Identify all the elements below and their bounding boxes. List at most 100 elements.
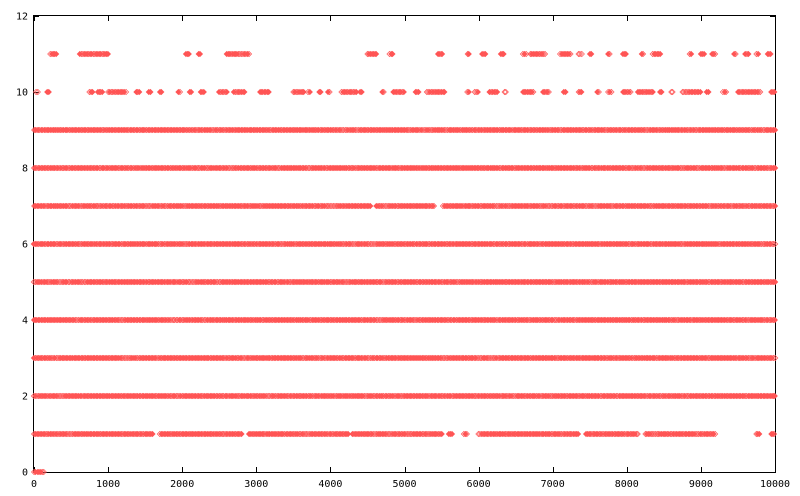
data-point: [771, 316, 778, 324]
data-point: [116, 316, 124, 324]
x-tick-labels: 0 1000 2000 3000 4000 5000 6000 7000 8000 9000 100…: [31, 479, 790, 490]
data-point: [385, 430, 392, 438]
data-point: [324, 88, 332, 96]
y-tick-label: 4: [22, 316, 28, 327]
data-point: [448, 430, 456, 438]
y-tick-label: 12: [16, 12, 28, 23]
data-point: [524, 316, 531, 324]
x-tick-label: 5000: [392, 479, 416, 490]
data-point: [40, 468, 47, 476]
series-level-7: [31, 202, 779, 210]
data-point: [115, 316, 122, 324]
data-point: [488, 354, 496, 362]
data-point: [652, 430, 659, 438]
data-point: [772, 354, 779, 362]
data-point: [756, 430, 763, 438]
x-tick-label: 10000: [760, 479, 790, 490]
data-point: [39, 468, 46, 476]
y-tick-label: 6: [22, 240, 28, 251]
series-level-1: [30, 430, 778, 438]
series-level-11: [47, 50, 774, 58]
x-tick-label: 0: [31, 479, 37, 490]
y-tick-label: 8: [22, 164, 28, 175]
x-tick-label: 4000: [318, 479, 342, 490]
x-tick-label: 3000: [244, 479, 268, 490]
data-point: [376, 316, 383, 324]
x-tick-label: 8000: [615, 479, 639, 490]
y-tick-label: 2: [22, 392, 28, 403]
data-point: [189, 278, 196, 286]
data-point: [263, 392, 270, 400]
data-point: [300, 430, 307, 438]
data-point: [692, 430, 699, 438]
data-point: [649, 430, 656, 438]
y-tick-label: 10: [16, 88, 28, 99]
data-point: [121, 354, 128, 362]
data-point: [438, 430, 445, 438]
data-point: [345, 430, 352, 438]
data-point: [400, 88, 407, 96]
data-point: [552, 354, 559, 362]
data-point: [703, 354, 710, 362]
data-point: [440, 354, 447, 362]
data-points: [30, 50, 779, 476]
y-tick-label: 0: [22, 468, 28, 479]
y-tick-labels: 0 2 4 6 8 10 12: [16, 12, 28, 479]
data-point: [770, 430, 778, 438]
data-point: [712, 430, 719, 438]
data-point: [66, 430, 73, 438]
data-point: [474, 88, 481, 96]
data-point: [441, 354, 448, 362]
data-point: [745, 354, 752, 362]
data-point: [574, 430, 582, 438]
data-point: [606, 88, 613, 96]
series-level-9: [31, 126, 779, 134]
data-point: [54, 392, 61, 400]
series-level-6: [30, 240, 779, 248]
data-point: [578, 50, 585, 58]
data-point: [633, 430, 640, 438]
data-point: [683, 392, 690, 400]
data-point: [648, 430, 655, 438]
x-tick-label: 2000: [170, 479, 194, 490]
data-point: [302, 430, 309, 438]
data-point: [383, 430, 390, 438]
data-point: [551, 316, 558, 324]
data-point: [546, 392, 554, 400]
series-level-2: [30, 392, 778, 400]
x-tick-label: 7000: [541, 479, 565, 490]
data-point: [173, 392, 180, 400]
data-point: [438, 354, 445, 362]
series-level-3: [30, 354, 779, 362]
data-point: [770, 354, 777, 362]
data-point: [306, 88, 313, 96]
data-point: [168, 316, 176, 324]
data-point: [364, 354, 371, 362]
data-point: [233, 392, 241, 400]
data-point: [238, 430, 245, 438]
data-point: [634, 430, 641, 438]
data-point: [710, 430, 717, 438]
data-point: [475, 354, 482, 362]
data-point: [44, 278, 51, 286]
data-point: [462, 430, 469, 438]
series-level-4: [30, 316, 778, 324]
series-level-0: [30, 468, 47, 476]
data-point: [463, 430, 470, 438]
x-tick-label: 6000: [467, 479, 491, 490]
data-point: [149, 430, 156, 438]
data-point: [124, 354, 131, 362]
data-point: [625, 88, 633, 96]
data-point: [769, 430, 776, 438]
data-point: [521, 50, 528, 58]
data-point: [404, 430, 411, 438]
data-point: [175, 88, 182, 96]
data-point: [405, 430, 413, 438]
data-point: [771, 392, 778, 400]
data-point: [484, 354, 491, 362]
x-tick-label: 1000: [96, 479, 120, 490]
series-level-5: [30, 278, 779, 286]
data-point: [755, 50, 762, 58]
x-tick-label: 9000: [689, 479, 713, 490]
